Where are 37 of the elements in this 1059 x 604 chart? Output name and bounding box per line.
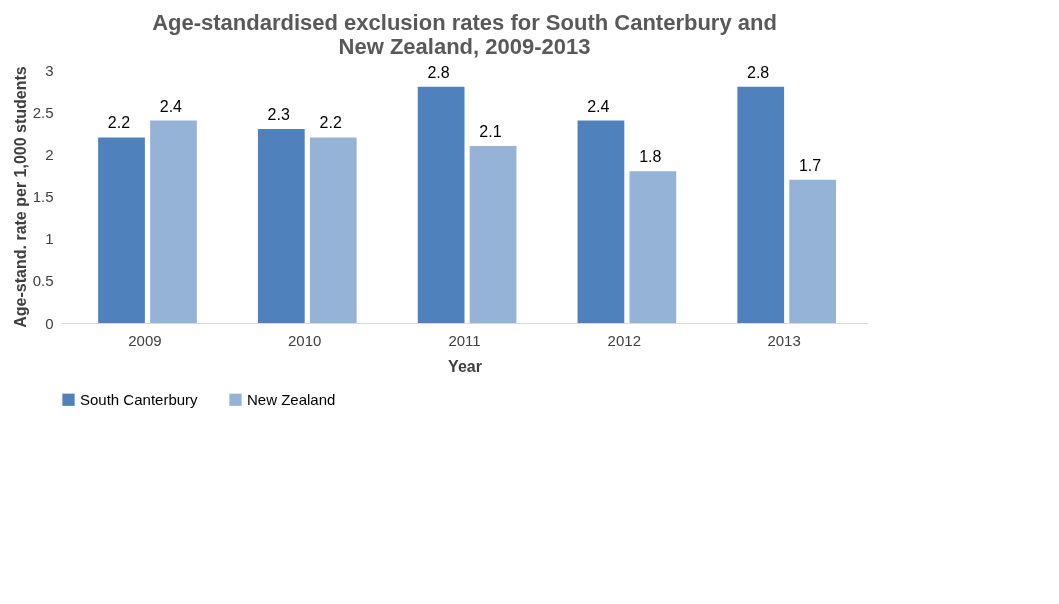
legend-label: South Canterbury bbox=[80, 390, 199, 408]
y-tick-label: 0.5 bbox=[32, 272, 54, 290]
bar bbox=[150, 120, 197, 323]
y-tick-label: 1.5 bbox=[32, 188, 54, 205]
bar bbox=[469, 145, 517, 323]
data-label: 2.8 bbox=[427, 63, 450, 81]
bar bbox=[629, 171, 677, 323]
y-tick-label: 2 bbox=[45, 145, 54, 163]
y-tick-label: 3 bbox=[45, 61, 54, 79]
bar bbox=[789, 179, 837, 323]
data-label: 2.3 bbox=[267, 106, 290, 124]
data-label: 2.4 bbox=[159, 97, 183, 115]
data-label: 2.2 bbox=[319, 114, 342, 132]
x-tick-label: 2011 bbox=[448, 331, 481, 349]
y-tick-label: 1 bbox=[45, 230, 54, 248]
data-label: 2.2 bbox=[107, 114, 131, 132]
legend-label: New Zealand bbox=[247, 390, 336, 408]
y-tick-label: 0 bbox=[45, 314, 54, 332]
data-label: 2.8 bbox=[747, 63, 770, 81]
data-label: 2.1 bbox=[479, 122, 502, 140]
data-label: 1.8 bbox=[639, 148, 662, 166]
x-tick-label: 2013 bbox=[767, 331, 801, 349]
bar bbox=[257, 129, 305, 323]
y-tick-label: 2.5 bbox=[32, 103, 54, 121]
chart-title: Age-standardised exclusion rates for South Canterbury and New Zealand, 2009-2013 bbox=[152, 10, 777, 59]
x-tick-label: 2010 bbox=[288, 331, 322, 349]
bar bbox=[737, 86, 785, 323]
y-axis-title: Age-stand. rate per 1,000 students bbox=[11, 66, 29, 328]
data-label: 1.7 bbox=[798, 156, 822, 174]
x-axis-title: Year bbox=[448, 357, 482, 375]
data-label: 2.4 bbox=[587, 97, 610, 115]
bar bbox=[98, 137, 145, 323]
x-tick-label: 2012 bbox=[607, 331, 641, 349]
x-tick-label: 2009 bbox=[128, 331, 162, 349]
bar bbox=[309, 137, 357, 323]
bar bbox=[417, 86, 465, 323]
bar bbox=[577, 120, 625, 323]
